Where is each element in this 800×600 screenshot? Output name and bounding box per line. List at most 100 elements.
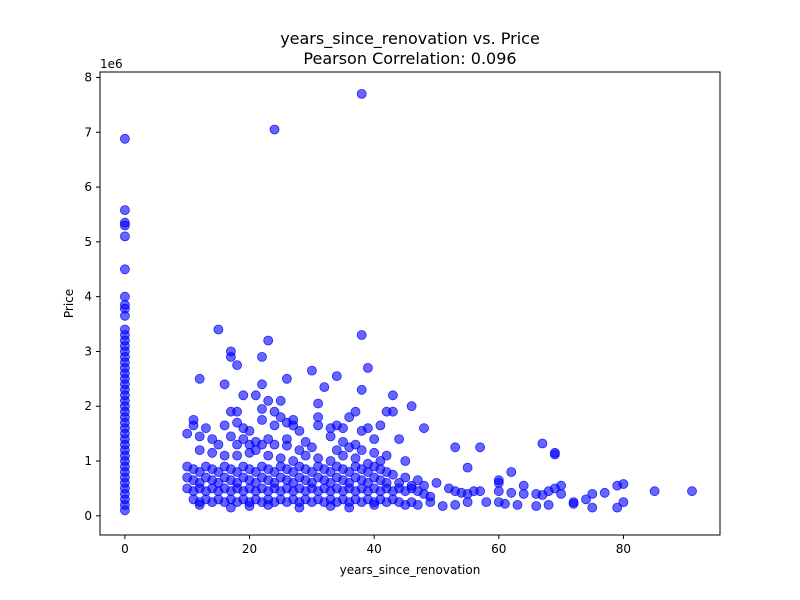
scatter-point	[387, 406, 398, 417]
scatter-point	[263, 499, 274, 510]
scatter-point	[207, 447, 218, 458]
y-tick-label: 6	[84, 180, 92, 194]
scatter-point	[331, 445, 342, 456]
scatter-point	[269, 467, 280, 477]
scatter-point	[238, 390, 249, 401]
scatter-point	[288, 467, 299, 477]
scatter-point	[257, 379, 267, 390]
scatter-point	[618, 479, 629, 489]
scatter-point	[543, 499, 554, 510]
scatter-point	[512, 499, 523, 510]
scatter-point	[225, 431, 236, 442]
scatter-point	[313, 420, 324, 431]
scatter-point	[250, 445, 261, 456]
scatter-point	[257, 351, 267, 362]
scatter-point	[232, 417, 243, 428]
scatter-point	[356, 330, 367, 340]
scatter-point	[300, 436, 311, 447]
scatter-point	[325, 456, 336, 466]
scatter-point	[344, 442, 355, 453]
scatter-point	[120, 220, 130, 231]
scatter-point	[269, 406, 280, 417]
scatter-point	[194, 373, 205, 384]
scatter-point	[269, 439, 280, 450]
y-tick-label: 5	[84, 235, 92, 249]
scatter-point	[344, 412, 355, 423]
scatter-point	[406, 401, 417, 412]
scatter-point	[288, 420, 299, 431]
scatter-point	[338, 436, 348, 447]
scatter-point	[612, 502, 623, 513]
scatter-point	[263, 395, 274, 406]
scatter-point	[437, 501, 448, 511]
x-tick-label: 20	[242, 542, 257, 556]
scatter-point	[225, 351, 236, 362]
scatter-point	[213, 467, 224, 477]
scatter-point	[244, 501, 255, 511]
scatter-point	[194, 467, 205, 477]
scatter-point	[194, 499, 205, 510]
scatter-point	[381, 450, 392, 461]
scatter-point	[306, 467, 317, 477]
scatter-point	[182, 428, 193, 439]
scatter-point	[687, 486, 697, 497]
scatter-point	[281, 440, 292, 451]
scatter-point	[356, 384, 367, 395]
scatter-point	[294, 425, 305, 436]
scatter-point	[587, 488, 598, 499]
scatter-point	[506, 467, 517, 477]
scatter-point	[300, 450, 311, 461]
scatter-point	[120, 505, 130, 516]
scatter-point	[599, 487, 610, 498]
y-tick-label: 7	[84, 125, 92, 139]
scatter-point	[263, 450, 274, 461]
scatter-point	[344, 502, 355, 513]
scatter-point	[120, 133, 130, 144]
scatter-point	[120, 231, 130, 242]
scatter-point	[232, 467, 243, 477]
y-axis-label: Price	[62, 289, 76, 318]
scatter-point	[238, 434, 249, 445]
scatter-point	[338, 423, 348, 434]
scatter-point	[219, 450, 230, 461]
y-tick-label: 4	[84, 290, 92, 304]
scatter-point	[120, 264, 130, 275]
x-tick-label: 40	[367, 542, 382, 556]
scatter-point	[120, 291, 130, 302]
scatter-point	[200, 423, 211, 434]
scatter-point	[313, 398, 324, 409]
x-axis-label: years_since_renovation	[340, 563, 481, 577]
scatter-point	[232, 450, 243, 461]
scatter-point	[587, 502, 598, 513]
scatter-point	[356, 89, 367, 99]
scatter-point	[331, 371, 342, 382]
scatter-point	[306, 442, 317, 453]
scatter-point	[493, 477, 504, 488]
x-tick-label: 80	[616, 542, 631, 556]
scatter-point	[362, 467, 373, 477]
y-tick-label: 3	[84, 344, 92, 358]
scatter-point	[387, 469, 398, 480]
y-axis-ticks: 0 1 2 3 4 5 6 7 8	[84, 70, 100, 523]
scatter-point	[188, 420, 199, 431]
scatter-point	[344, 467, 355, 477]
scatter-point	[369, 434, 380, 445]
scatter-point	[288, 456, 299, 466]
scatter-point	[219, 420, 230, 431]
scatter-point	[475, 442, 486, 453]
scatter-point	[275, 395, 286, 406]
scatter-point	[412, 499, 423, 510]
scatter-point	[269, 420, 280, 431]
scatter-point	[387, 390, 398, 401]
scatter-point	[232, 439, 243, 450]
scatter-point	[556, 488, 566, 499]
scatter-point	[319, 382, 330, 393]
scatter-point	[207, 434, 218, 445]
scatter-point	[518, 488, 529, 499]
scatter-point	[618, 497, 629, 508]
scatter-point	[257, 414, 267, 425]
scatter-point	[313, 412, 324, 423]
y-tick-label: 1	[84, 454, 92, 468]
scatter-point	[431, 477, 442, 488]
scatter-point	[506, 487, 517, 498]
